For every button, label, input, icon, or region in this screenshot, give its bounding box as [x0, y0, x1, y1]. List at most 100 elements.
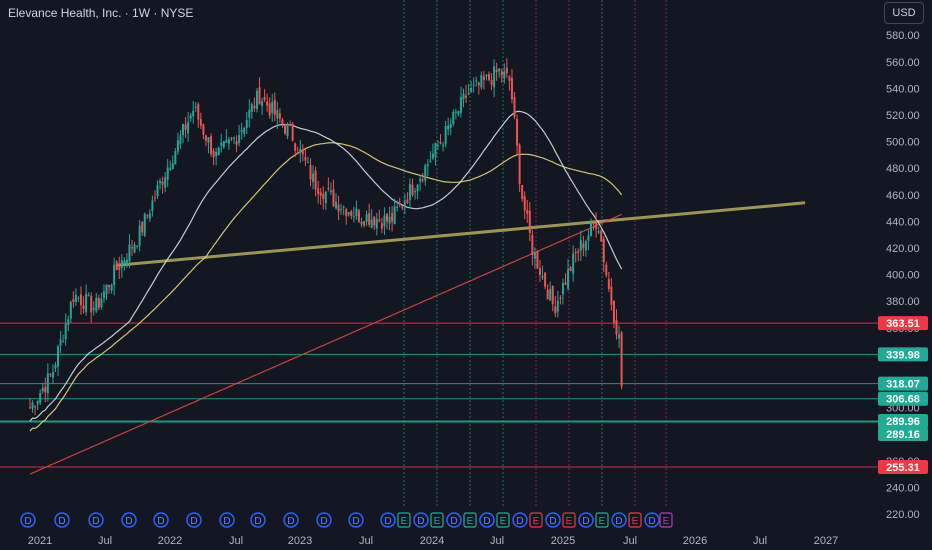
candle-body: [258, 87, 261, 105]
candle-body: [261, 101, 264, 107]
dividend-marker: [250, 512, 266, 528]
candle-body: [151, 200, 154, 212]
currency-button[interactable]: USD: [884, 2, 924, 24]
candle-body: [217, 147, 220, 156]
earnings-marker-label: E: [500, 516, 507, 527]
y-tick-label: 520.00: [886, 110, 920, 122]
x-tick-label: 2027: [814, 535, 838, 547]
candle-body: [204, 135, 207, 141]
dividend-marker: [20, 512, 36, 528]
candle-body: [610, 286, 613, 305]
candle-body: [332, 189, 335, 207]
dividend-marker-label: D: [648, 516, 655, 527]
y-tick-label: 500.00: [886, 137, 920, 149]
candle-body: [174, 151, 177, 165]
candle-body: [411, 184, 414, 195]
earnings-marker: [529, 512, 543, 528]
price-level-label: 318.07: [886, 379, 920, 391]
candle-body: [620, 332, 623, 387]
candle-body: [408, 183, 411, 200]
candle-body: [462, 93, 465, 100]
earnings-marker: [595, 512, 609, 528]
dividend-marker: [153, 512, 169, 528]
moving-average-white: [29, 110, 623, 422]
price-level-badge: [878, 316, 928, 331]
candle-body: [29, 407, 31, 409]
candle-body: [100, 298, 103, 308]
y-tick-label: 380.00: [886, 296, 920, 308]
candle-body: [46, 373, 49, 394]
candle-body: [345, 209, 348, 216]
candle-body: [82, 305, 85, 309]
candle-body: [554, 306, 557, 314]
candle-body: [266, 101, 269, 106]
dividend-marker: [380, 512, 396, 528]
chart-title: Elevance Health, Inc. · 1W · NYSE: [8, 6, 194, 20]
price-level-badge: [878, 413, 928, 428]
dividend-marker: [446, 512, 462, 528]
candle-body: [138, 225, 141, 246]
candle-body: [602, 238, 605, 262]
x-tick-label: Jul: [490, 535, 504, 547]
candle-body: [317, 188, 320, 195]
candle-body: [49, 374, 52, 376]
candle-body: [452, 111, 455, 124]
earnings-marker-label: E: [533, 516, 540, 527]
dividend-marker-label: D: [24, 516, 31, 527]
candle-body: [87, 294, 90, 296]
candle-body: [299, 148, 302, 153]
y-tick-label: 420.00: [886, 243, 920, 255]
candle-body: [472, 84, 475, 86]
candle-body: [306, 162, 309, 164]
candle-body: [533, 252, 536, 259]
candle-body: [322, 193, 325, 200]
x-tick-label: Jul: [229, 535, 243, 547]
candle-body: [465, 95, 468, 98]
earnings-marker-label: E: [566, 516, 573, 527]
price-level-label: 289.16: [886, 429, 920, 441]
moving-average-red: [29, 213, 622, 475]
candle-body: [513, 96, 516, 117]
candle-body: [556, 300, 559, 312]
candle-body: [363, 221, 366, 226]
candle-body: [607, 279, 610, 290]
candle-body: [516, 118, 519, 146]
candle-body: [485, 74, 488, 77]
candle-body: [199, 118, 202, 126]
candle-body: [406, 199, 409, 203]
candle-body: [235, 141, 238, 145]
candle-body: [605, 264, 608, 276]
candle-body: [544, 272, 547, 287]
candle-body: [437, 145, 439, 147]
candle-body: [482, 76, 485, 80]
dividend-marker-label: D: [384, 516, 391, 527]
candle-body: [291, 123, 294, 141]
candle-body: [62, 340, 65, 342]
candle-body: [574, 252, 577, 254]
candle-body: [110, 284, 113, 291]
earnings-marker: [430, 512, 444, 528]
candle-body: [327, 187, 330, 189]
candle-body: [312, 173, 315, 182]
y-tick-label: 460.00: [886, 190, 920, 202]
candle-body: [227, 139, 230, 144]
candle-body: [531, 235, 534, 255]
candle-body: [243, 127, 246, 134]
candle-body: [396, 206, 399, 208]
candle-body: [156, 185, 159, 197]
candle-body: [454, 111, 457, 113]
candle-body: [365, 214, 368, 222]
candle-body: [255, 90, 258, 110]
dividend-marker: [644, 512, 660, 528]
candle-body: [222, 141, 225, 147]
candle-body: [169, 168, 172, 170]
candle-body: [335, 201, 337, 209]
candle-body: [141, 222, 144, 233]
candle-body: [324, 191, 327, 203]
candle-body: [383, 215, 386, 227]
candle-body: [97, 298, 100, 308]
candle-body: [278, 113, 281, 119]
candle-body: [386, 213, 388, 222]
dividend-marker: [479, 512, 495, 528]
